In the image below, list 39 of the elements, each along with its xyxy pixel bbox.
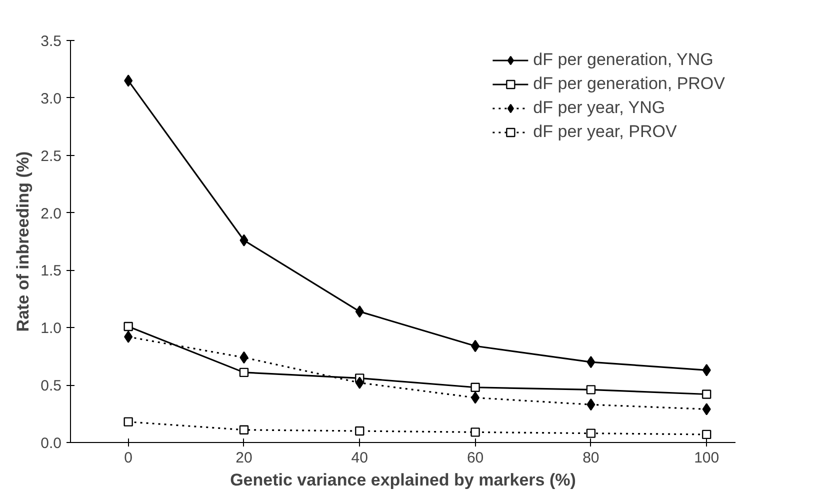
point <box>124 417 133 426</box>
x-axis-title: Genetic variance explained by markers (%) <box>230 470 576 490</box>
x-tick-label: 0 <box>124 450 132 466</box>
y-tick-label: 1.5 <box>40 262 62 280</box>
x-tick-label: 80 <box>582 450 600 466</box>
y-axis-title: Rate of inbreeding (%) <box>14 151 33 332</box>
y-tick-label: 3.0 <box>40 90 62 108</box>
legend-label: dF per generation, PROV <box>533 74 725 94</box>
point <box>239 425 249 434</box>
point <box>702 403 711 416</box>
point <box>586 385 596 394</box>
point <box>470 428 480 437</box>
y-tick-label: 3.5 <box>40 33 62 50</box>
point <box>702 430 712 440</box>
point <box>586 428 596 438</box>
point <box>586 356 596 368</box>
x-tick-label: 100 <box>694 450 720 466</box>
y-tick-label: 0.0 <box>40 435 62 452</box>
point <box>355 426 364 436</box>
point <box>239 368 249 378</box>
x-tick-label: 20 <box>236 450 252 466</box>
point <box>124 74 133 87</box>
point <box>124 322 133 332</box>
point <box>240 234 248 246</box>
y-tick-label: 0.5 <box>40 378 62 395</box>
y-tick-label: 2.0 <box>40 205 62 222</box>
legend-label: dF per year, PROV <box>533 122 677 142</box>
x-tick-label: 40 <box>351 450 368 466</box>
point <box>471 392 480 404</box>
legend-label: dF per year, YNG <box>533 98 666 118</box>
y-tick-label: 2.5 <box>40 148 62 165</box>
point <box>702 364 711 376</box>
point <box>470 382 480 392</box>
point <box>124 330 133 343</box>
legend-label: dF per generation, YNG <box>533 50 714 70</box>
point <box>702 390 712 399</box>
y-tick-label: 1.0 <box>40 320 62 338</box>
point <box>355 376 364 389</box>
x-tick-label: 60 <box>466 450 484 466</box>
